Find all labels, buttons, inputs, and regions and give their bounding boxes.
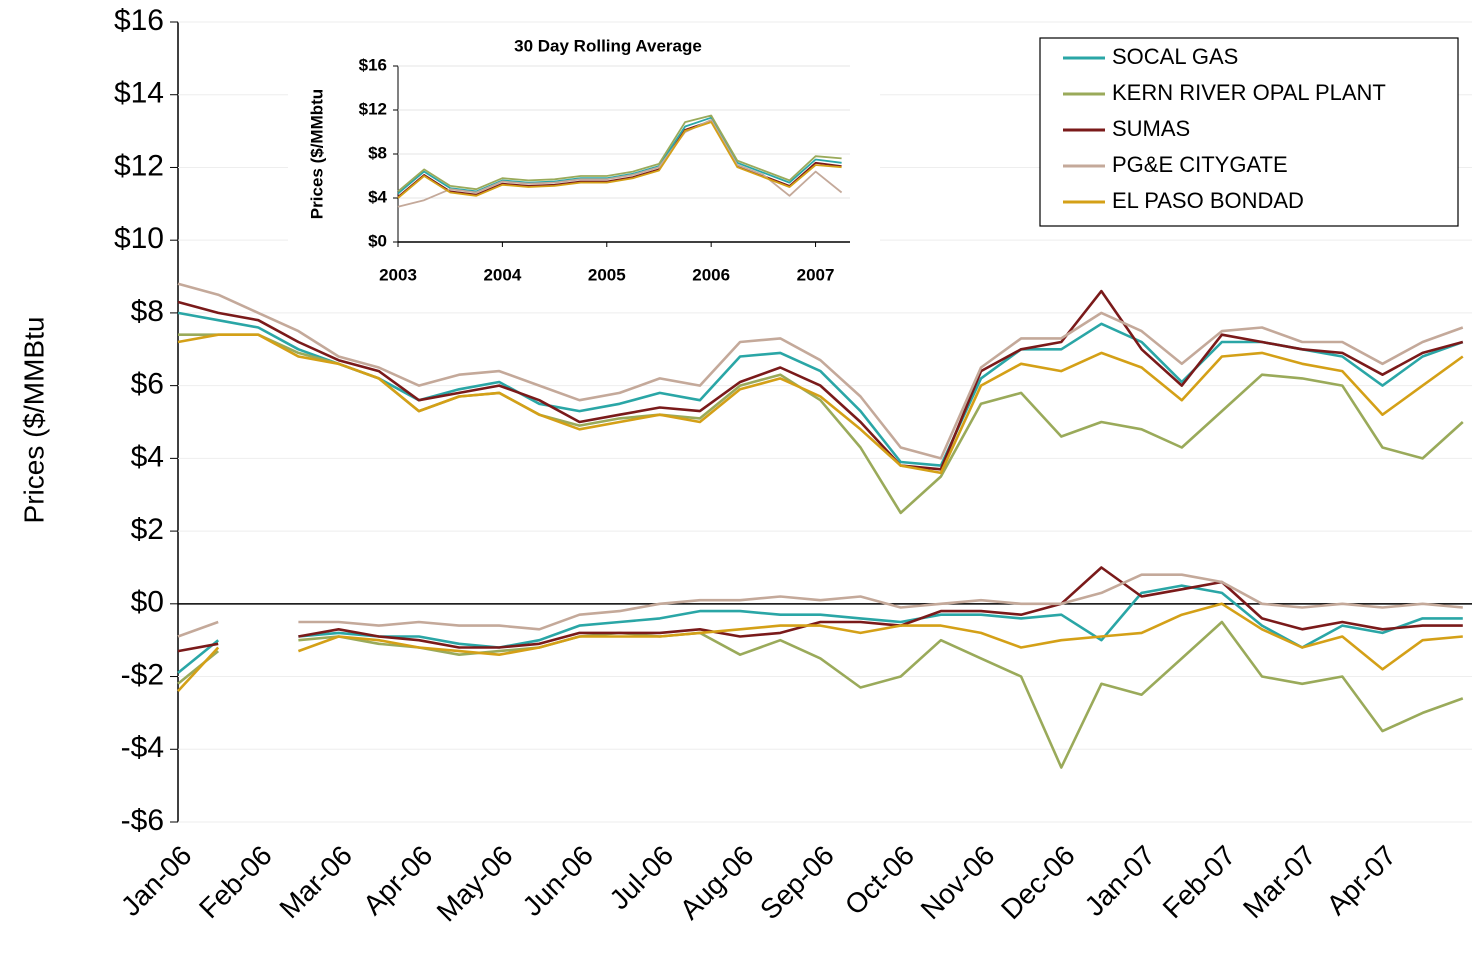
x-tick-label: Feb-07 bbox=[1157, 840, 1242, 925]
legend-label: PG&E CITYGATE bbox=[1112, 152, 1288, 177]
inset-chart: 30 Day Rolling Average Prices ($/MMbtu $… bbox=[288, 28, 880, 298]
x-tick-label: Apr-07 bbox=[1321, 840, 1402, 921]
y-tick-label: $8 bbox=[368, 143, 387, 162]
series-line bbox=[177, 282, 1464, 460]
y-tick-label: $4 bbox=[131, 440, 164, 473]
inset-background bbox=[288, 28, 880, 298]
legend-label: EL PASO BONDAD bbox=[1112, 188, 1304, 213]
x-tick-label: 2005 bbox=[588, 265, 626, 284]
inset-title: 30 Day Rolling Average bbox=[514, 36, 702, 55]
y-tick-label: $16 bbox=[114, 4, 164, 37]
x-tick-label: Oct-06 bbox=[839, 840, 920, 921]
y-tick-label: $0 bbox=[368, 231, 387, 250]
legend-label: KERN RIVER OPAL PLANT bbox=[1112, 80, 1386, 105]
x-tick-label: 2003 bbox=[379, 265, 417, 284]
series-line bbox=[177, 289, 1464, 471]
y-tick-label: $14 bbox=[114, 77, 164, 110]
legend-label: SOCAL GAS bbox=[1112, 44, 1238, 69]
y-tick-label: $12 bbox=[359, 99, 387, 118]
legend: SOCAL GAS KERN RIVER OPAL PLANT SUMAS PG&E … bbox=[1039, 37, 1459, 227]
x-tick-label: 2004 bbox=[483, 265, 521, 284]
x-tick-label: Mar-07 bbox=[1237, 840, 1322, 925]
series-line bbox=[177, 311, 1464, 467]
x-tick-label: 2006 bbox=[692, 265, 730, 284]
x-tick-label: Apr-06 bbox=[357, 840, 438, 921]
y-tick-label: $16 bbox=[359, 55, 387, 74]
x-tick-label: Jun-06 bbox=[517, 840, 599, 922]
x-tick-label: Aug-06 bbox=[674, 840, 760, 926]
series-line bbox=[397, 114, 842, 193]
x-tick-label: Jan-07 bbox=[1079, 840, 1161, 922]
y-tick-label: $0 bbox=[131, 586, 164, 619]
inset-y-axis-label: Prices ($/MMbtu bbox=[307, 89, 326, 219]
x-tick-label: Sep-06 bbox=[754, 840, 840, 926]
y-tick-label: $8 bbox=[131, 295, 164, 328]
x-tick-label: Feb-06 bbox=[193, 840, 278, 925]
legend-box bbox=[1039, 37, 1459, 227]
x-tick-label: Jan-06 bbox=[115, 840, 197, 922]
x-tick-label: May-06 bbox=[431, 840, 519, 928]
series-line bbox=[177, 573, 1463, 638]
y-tick-label: -$2 bbox=[121, 658, 164, 691]
series-line bbox=[177, 566, 1463, 653]
y-tick-label: -$6 bbox=[121, 804, 164, 837]
series-line bbox=[177, 620, 1464, 769]
y-tick-label: -$4 bbox=[121, 731, 164, 764]
series-line bbox=[177, 602, 1463, 692]
legend-label: SUMAS bbox=[1112, 116, 1190, 141]
series-line bbox=[177, 333, 1464, 475]
series-line bbox=[397, 121, 842, 199]
y-tick-label: $12 bbox=[114, 149, 164, 182]
x-tick-label: 2007 bbox=[797, 265, 835, 284]
y-tick-label: $10 bbox=[114, 222, 164, 255]
x-tick-label: Nov-06 bbox=[915, 840, 1001, 926]
y-tick-label: $2 bbox=[131, 513, 164, 546]
series-line bbox=[397, 116, 842, 195]
y-tick-label: $6 bbox=[131, 368, 164, 401]
y-axis-label: Prices ($/MMBtu bbox=[18, 317, 49, 524]
x-tick-label: Dec-06 bbox=[995, 840, 1081, 926]
x-tick-label: Jul-06 bbox=[603, 840, 679, 916]
x-tick-label: Mar-06 bbox=[273, 840, 358, 925]
y-tick-label: $4 bbox=[368, 187, 387, 206]
